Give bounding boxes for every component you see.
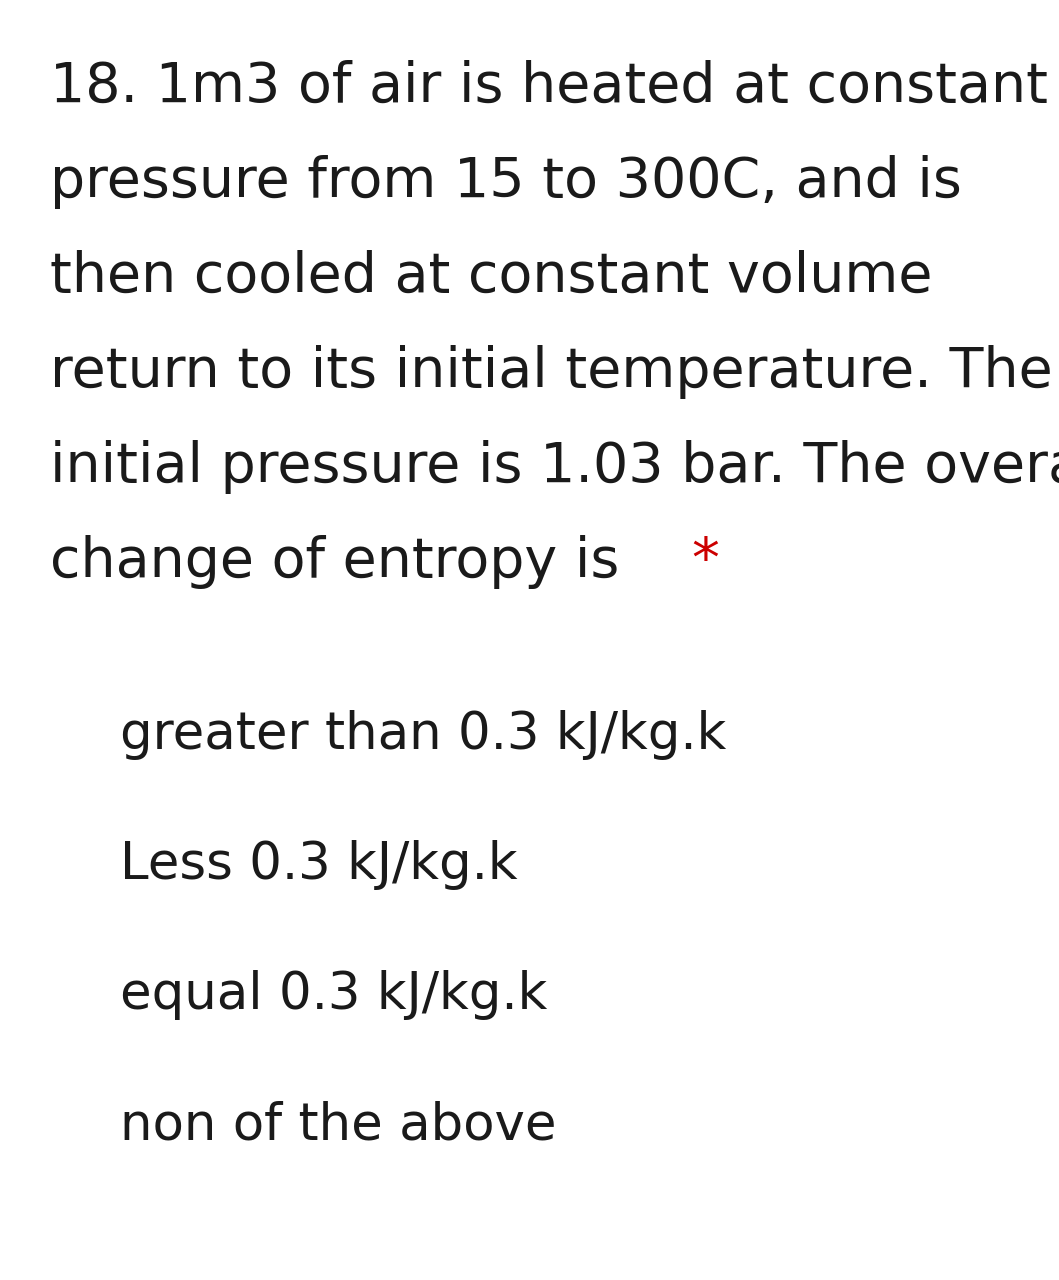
Text: non of the above: non of the above — [120, 1100, 556, 1149]
Text: 18. 1m3 of air is heated at constant: 18. 1m3 of air is heated at constant — [50, 60, 1048, 114]
Text: equal 0.3 kJ/kg.k: equal 0.3 kJ/kg.k — [120, 970, 548, 1020]
Text: pressure from 15 to 300C, and is: pressure from 15 to 300C, and is — [50, 155, 962, 209]
Text: Less 0.3 kJ/kg.k: Less 0.3 kJ/kg.k — [120, 840, 518, 890]
Text: change of entropy is: change of entropy is — [50, 535, 638, 589]
Text: greater than 0.3 kJ/kg.k: greater than 0.3 kJ/kg.k — [120, 710, 726, 760]
Text: return to its initial temperature. The: return to its initial temperature. The — [50, 346, 1053, 399]
Text: then cooled at constant volume: then cooled at constant volume — [50, 250, 933, 303]
Text: *: * — [692, 535, 719, 589]
Text: initial pressure is 1.03 bar. The overall: initial pressure is 1.03 bar. The overal… — [50, 440, 1059, 494]
